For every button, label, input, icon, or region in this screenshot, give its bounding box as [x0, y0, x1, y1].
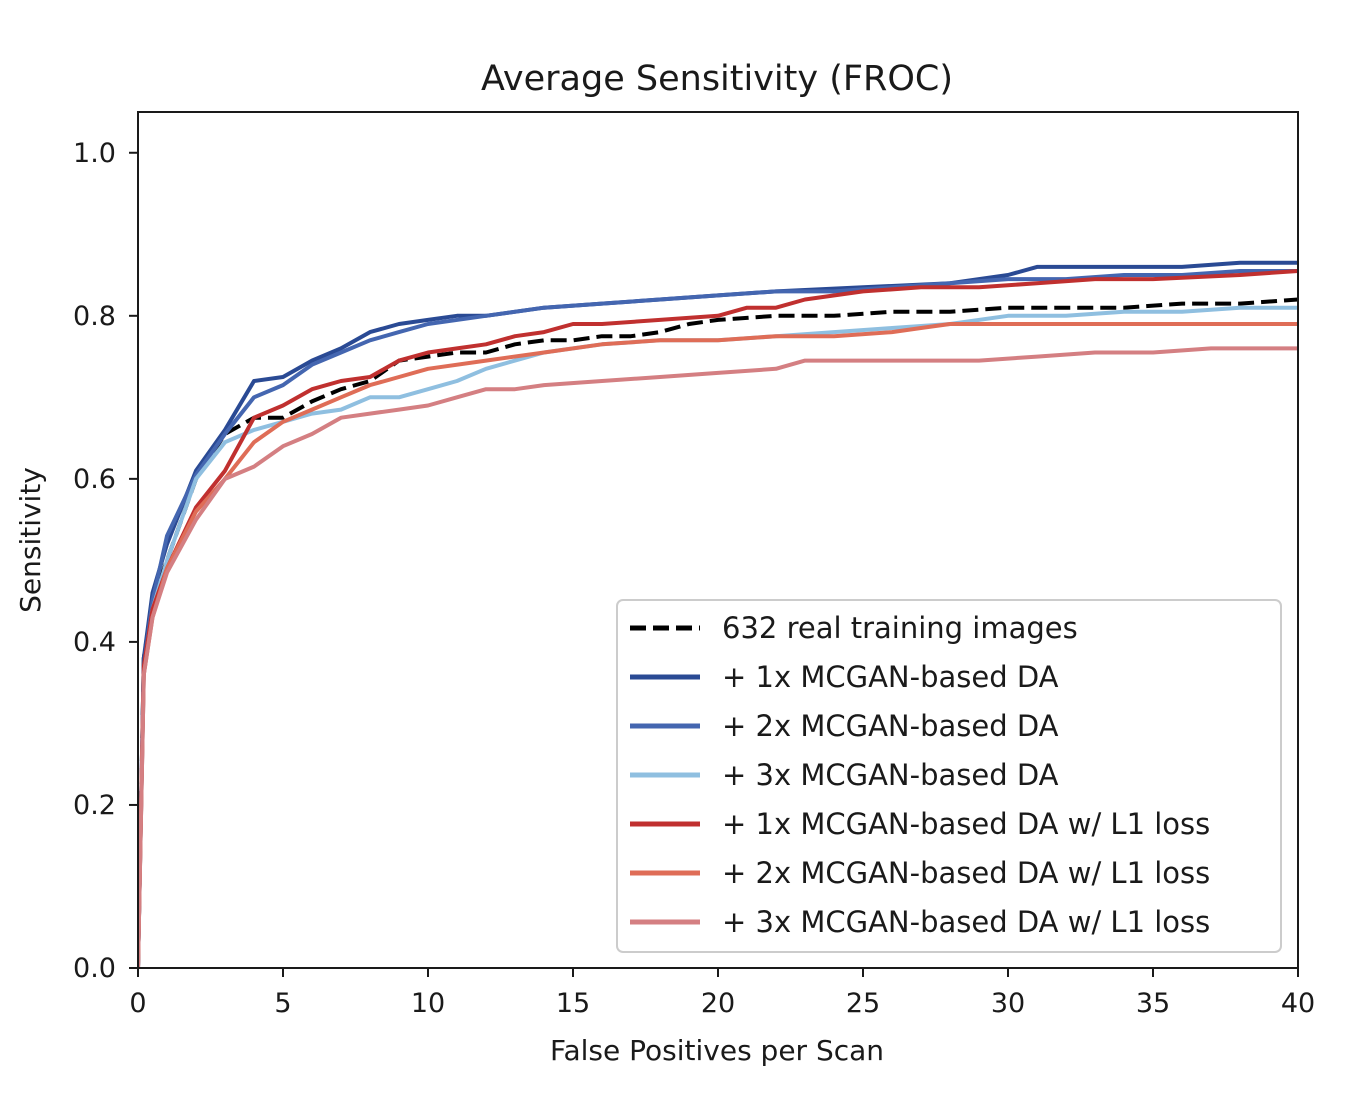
x-tick-label: 15 — [556, 988, 590, 1019]
y-tick-label: 0.2 — [73, 790, 116, 821]
series-line-4 — [138, 305, 1298, 968]
legend-label-3: + 2x MCGAN-based DA — [722, 709, 1059, 743]
x-tick-label: 40 — [1281, 988, 1315, 1019]
y-tick-label: 0.8 — [73, 301, 116, 332]
x-tick-label: 20 — [701, 988, 735, 1019]
x-tick-label: 0 — [129, 988, 146, 1019]
x-tick-label: 35 — [1136, 988, 1170, 1019]
x-tick-label: 25 — [846, 988, 880, 1019]
legend-label-7: + 3x MCGAN-based DA w/ L1 loss — [722, 905, 1210, 939]
x-axis: 0 5 10 15 20 25 30 35 40 — [129, 968, 1315, 1019]
series-line-1 — [138, 297, 1298, 968]
legend-box — [616, 599, 1282, 953]
legend-label-2: + 1x MCGAN-based DA — [722, 660, 1059, 694]
legend-label-5: + 1x MCGAN-based DA w/ L1 loss — [722, 807, 1210, 841]
legend-label-4: + 3x MCGAN-based DA — [722, 758, 1059, 792]
y-axis-label: Sensitivity — [14, 467, 47, 613]
x-tick-label: 10 — [411, 988, 445, 1019]
legend: 632 real training images + 1x MCGAN-based… — [616, 599, 1282, 953]
x-tick-label: 5 — [274, 988, 291, 1019]
y-tick-label: 0.0 — [73, 953, 116, 984]
y-tick-label: 1.0 — [73, 138, 116, 169]
series-line-7 — [138, 346, 1298, 968]
plot-area — [137, 111, 1299, 969]
y-tick-label: 0.6 — [73, 464, 116, 495]
series-line-2 — [138, 260, 1298, 968]
series-line-3 — [138, 269, 1298, 968]
x-axis-label: False Positives per Scan — [550, 1034, 884, 1067]
series-line-5 — [138, 269, 1298, 968]
chart-title: Average Sensitivity (FROC) — [481, 59, 953, 99]
legend-label-6: + 2x MCGAN-based DA w/ L1 loss — [722, 856, 1210, 890]
x-tick-label: 30 — [991, 988, 1025, 1019]
legend-label-1: 632 real training images — [722, 611, 1078, 645]
y-tick-label: 0.4 — [73, 627, 116, 658]
y-axis: 0.0 0.2 0.4 0.6 0.8 1.0 — [73, 138, 138, 984]
